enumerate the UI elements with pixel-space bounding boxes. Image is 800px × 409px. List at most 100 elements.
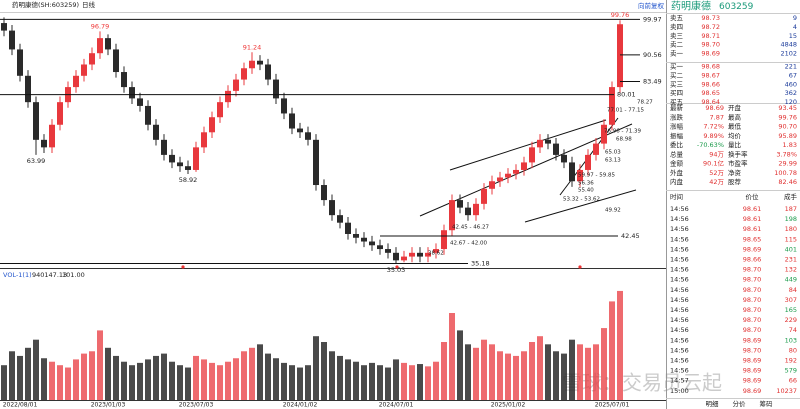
volume-bar bbox=[121, 361, 127, 400]
book-price: 98.69 bbox=[701, 50, 720, 58]
stat-value: 7.87 bbox=[710, 113, 724, 121]
tab[interactable]: 明细 bbox=[706, 399, 720, 408]
candle-body bbox=[33, 102, 39, 140]
channel-line bbox=[524, 189, 637, 223]
book-volume: 4848 bbox=[780, 41, 797, 49]
volume-bar bbox=[553, 351, 559, 400]
trade-volume: 180 bbox=[785, 225, 797, 233]
x-tick-label: 2022/08/01 bbox=[3, 402, 38, 409]
stat-label: 最高 bbox=[728, 112, 742, 121]
candle-body bbox=[145, 105, 151, 125]
stat-value: 3.78% bbox=[776, 150, 797, 158]
tab[interactable]: 分价 bbox=[733, 399, 747, 408]
book-volume: 67 bbox=[789, 71, 797, 79]
high-label: 99.76 bbox=[611, 11, 630, 19]
candle-body bbox=[369, 241, 375, 246]
volume-bar bbox=[241, 351, 247, 400]
stat-value: 99.76 bbox=[778, 113, 797, 121]
trade-time: 14:56 bbox=[670, 256, 689, 264]
volume-bar bbox=[281, 362, 287, 400]
stat-label: 最新 bbox=[670, 103, 684, 112]
book-volume: 362 bbox=[785, 89, 797, 97]
volume-bar bbox=[209, 362, 215, 400]
level-label: 80.01 bbox=[617, 91, 636, 99]
volume-bar bbox=[169, 361, 175, 400]
candle-body bbox=[441, 230, 447, 250]
volume-bar bbox=[361, 365, 367, 400]
volume-bar bbox=[313, 336, 319, 400]
candle-body bbox=[193, 147, 199, 170]
trade-time: 14:56 bbox=[670, 225, 689, 233]
stat-label: 涨跌 bbox=[670, 112, 684, 121]
candle-body bbox=[593, 143, 599, 155]
low-label: 35.03 bbox=[387, 266, 406, 274]
trade-time: 14:56 bbox=[670, 316, 689, 324]
marker-dot bbox=[181, 265, 185, 269]
volume-bar bbox=[185, 367, 191, 400]
trade-price: 98.69 bbox=[743, 357, 762, 365]
candle-body bbox=[49, 124, 55, 148]
candle-body bbox=[617, 24, 623, 88]
trade-price: 98.70 bbox=[743, 276, 762, 284]
trade-price: 98.69 bbox=[743, 336, 762, 344]
trade-volume: 401 bbox=[785, 245, 797, 253]
book-label: 买二 bbox=[670, 71, 684, 79]
tab[interactable]: 筹码 bbox=[760, 399, 774, 408]
volume-bar bbox=[513, 355, 519, 400]
stat-value: 90.70 bbox=[778, 123, 797, 131]
stat-label: 涨幅 bbox=[670, 122, 684, 131]
volume-bar bbox=[385, 367, 391, 400]
candle-body bbox=[177, 162, 183, 167]
trade-price: 98.61 bbox=[743, 225, 762, 233]
trade-price: 98.66 bbox=[743, 256, 762, 264]
candle-body bbox=[25, 75, 31, 103]
stat-value: 100.78 bbox=[774, 169, 797, 177]
volume-bar bbox=[17, 355, 23, 400]
candle-body bbox=[345, 222, 351, 234]
trade-volume: 84 bbox=[789, 286, 797, 294]
candle-body bbox=[321, 185, 327, 201]
candle-body bbox=[465, 207, 471, 216]
stat-value: 90.1亿 bbox=[703, 159, 724, 168]
trades-header: 价位 bbox=[746, 192, 760, 201]
volume-bar bbox=[113, 355, 119, 400]
trade-volume: 579 bbox=[785, 367, 797, 375]
trade-volume: 231 bbox=[785, 256, 797, 264]
trade-price: 98.70 bbox=[743, 266, 762, 274]
channel-label: 77.01 - 77.15 bbox=[607, 108, 644, 114]
high-label: 91.24 bbox=[243, 43, 262, 51]
volume-bar bbox=[153, 355, 159, 400]
book-label: 买一 bbox=[670, 63, 684, 71]
volume-bar bbox=[177, 365, 183, 400]
candle-body bbox=[473, 203, 479, 216]
volume-bar bbox=[305, 365, 311, 400]
low-label: 58.92 bbox=[179, 176, 198, 184]
candle-body bbox=[385, 249, 391, 253]
adjust[interactable]: 向前复权 bbox=[638, 1, 665, 10]
volume-bar bbox=[49, 361, 55, 400]
candle-body bbox=[121, 72, 127, 88]
candle-body bbox=[1, 23, 7, 31]
candle-body bbox=[169, 154, 175, 163]
volume-bar bbox=[465, 344, 471, 400]
level-label: 83.49 bbox=[643, 77, 662, 85]
volume-bar bbox=[425, 366, 431, 400]
book-price: 98.67 bbox=[701, 71, 720, 79]
trades-header: 成手 bbox=[784, 192, 798, 201]
trade-volume: 115 bbox=[785, 235, 797, 243]
channel-label: 59.97 - 59.85 bbox=[578, 173, 615, 179]
trade-time: 14:56 bbox=[670, 346, 689, 354]
trade-volume: 192 bbox=[785, 357, 797, 365]
stat-value: 94万 bbox=[709, 150, 724, 158]
candle-body bbox=[201, 132, 207, 148]
book-label: 买四 bbox=[670, 89, 683, 97]
channel-label: 68.98 bbox=[616, 137, 632, 143]
trade-time: 14:56 bbox=[670, 367, 689, 375]
volume-bar bbox=[297, 367, 303, 400]
volume-bar bbox=[441, 342, 447, 400]
candle-body bbox=[497, 177, 503, 182]
volume-bar bbox=[577, 344, 583, 400]
book-volume: 4 bbox=[793, 23, 797, 31]
stat-value: 93.45 bbox=[778, 104, 797, 112]
candle-body bbox=[417, 252, 423, 257]
